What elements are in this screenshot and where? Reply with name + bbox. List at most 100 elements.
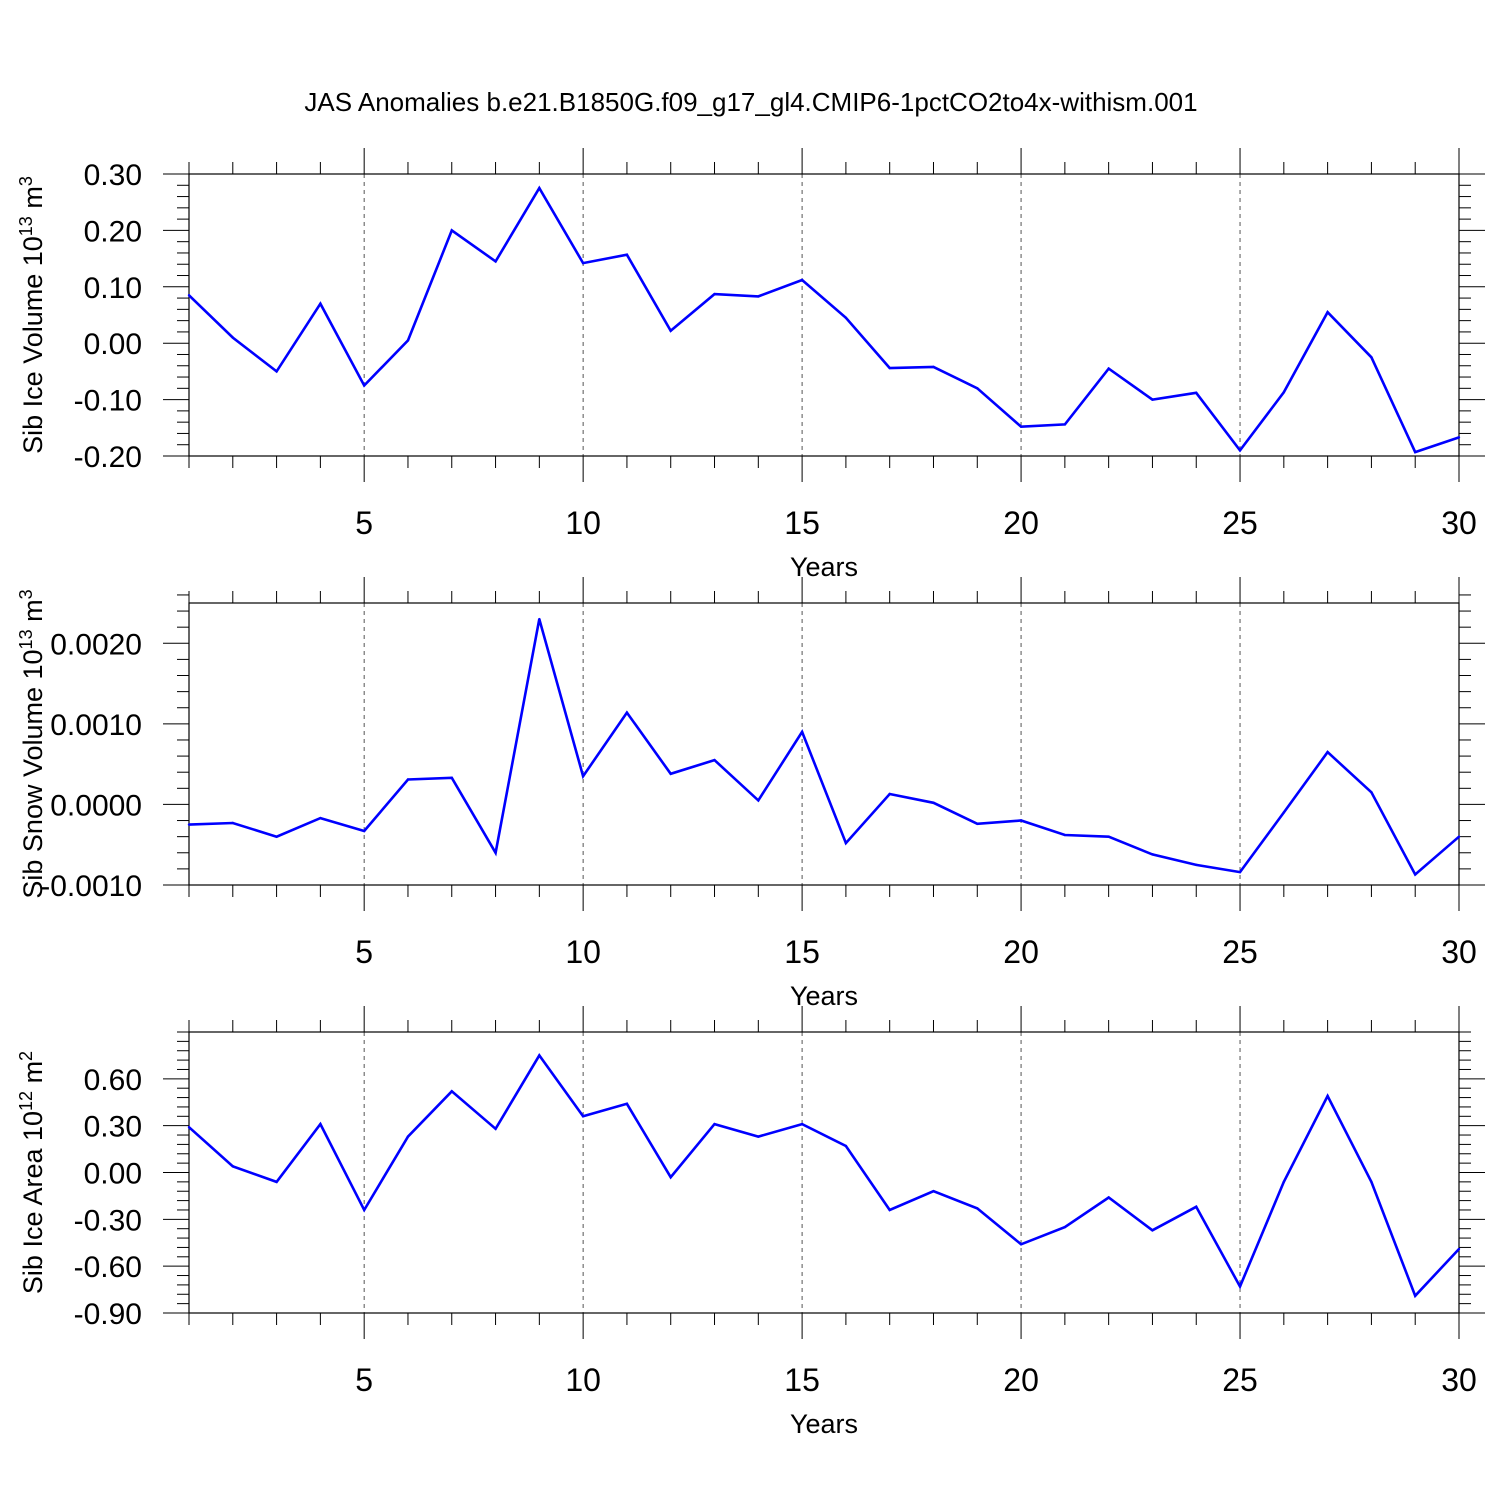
data-point [713,1122,716,1126]
data-point [1107,835,1110,838]
data-point [888,1208,891,1212]
data-point [713,758,716,762]
data-point [976,822,979,825]
data-point [1457,835,1461,838]
data-point [275,835,278,838]
y-tick-label: -0.0010 [40,870,142,903]
data-point [581,1115,585,1118]
data-point [450,776,453,780]
y-tick-label: 0.60 [84,1064,142,1097]
x-tick-label: 15 [784,1362,820,1398]
plot-frame [188,602,1460,886]
data-point [275,1180,278,1184]
y-tick-label: 0.00 [84,328,142,361]
y-tick-label: -0.10 [74,385,142,418]
data-point [1370,791,1373,794]
y-tick-label: -0.90 [74,1298,142,1331]
plot-frame [188,173,1460,457]
data-point [1370,1180,1373,1184]
data-point [1107,1196,1110,1199]
y-axis-label: Sib Snow Volume 1013 m3 [16,589,48,898]
y-tick-label: 0.20 [84,215,142,248]
data-point [669,772,672,776]
x-tick-label: 25 [1222,505,1258,541]
y-axis-label-exponent: 13 [16,216,36,236]
data-point [932,365,935,369]
data-point [1107,367,1110,370]
data-point [1195,1205,1198,1209]
data-point [625,711,629,714]
panel-3: -0.90 -0.60 -0.30 0.00 0.30 0.60 5 10 15 20 25 30 Ye… [16,1006,1485,1439]
data-point [844,1144,848,1148]
data-point [757,1135,760,1138]
data-point [800,278,804,282]
data-point [1326,1094,1329,1098]
data-point [1151,398,1154,401]
x-tick-label: 5 [355,934,373,970]
data-point [538,1054,541,1057]
data-point [494,260,497,263]
series-line [188,1053,1460,1299]
data-point [362,1208,366,1212]
data-point [625,253,629,256]
plot-frame [188,1031,1460,1314]
data-point [1063,833,1067,837]
data-point [494,851,497,854]
y-tick-label: -0.20 [74,441,142,474]
y-axis-label-exponent: 13 [16,629,36,649]
data-point [800,1122,804,1126]
data-point [450,1090,453,1093]
data-point [1195,391,1198,395]
data-point [538,186,541,190]
x-tick-label: 30 [1441,505,1477,541]
series-line [188,618,1460,877]
data-point [844,841,848,845]
data-point [319,302,322,305]
data-point [1019,819,1023,822]
data-point [406,778,410,781]
data-point [275,370,278,373]
data-point [450,229,453,232]
x-tick-label: 15 [784,505,820,541]
data-point [581,775,585,778]
data-point [1019,1243,1023,1246]
y-tick-label: 0.30 [84,1111,142,1144]
y-tick-label: 0.00 [84,1158,142,1191]
data-point [669,329,672,332]
data-point [1414,450,1417,454]
y-tick-label: -0.30 [74,1204,142,1237]
data-point [1326,750,1329,754]
data-point [1019,425,1023,428]
data-point [669,1175,672,1179]
data-point [844,316,848,320]
x-tick-label: 30 [1441,934,1477,970]
x-axis-label: Years [790,552,858,582]
x-tick-label: 10 [565,934,601,970]
data-point [319,816,322,820]
x-tick-label: 20 [1003,505,1039,541]
data-point [757,799,760,802]
data-point [406,339,410,342]
data-point [1238,870,1242,874]
y-tick-label: 0.0000 [50,789,142,822]
y-axis-label-exponent: 3 [16,589,36,599]
data-point [538,617,541,621]
data-point [1063,1225,1067,1229]
y-axis-label-part: m [18,599,48,629]
chart-title: JAS Anomalies b.e21.B1850G.f09_g17_gl4.C… [304,87,1197,117]
data-point [976,387,979,390]
data-point [1282,1180,1286,1184]
data-point [494,1127,497,1130]
y-axis-label-exponent: 2 [16,1051,36,1061]
x-tick-label: 25 [1222,1362,1258,1398]
y-tick-label: 0.0010 [50,709,142,742]
data-point [1457,436,1461,439]
y-axis-label-part: m [18,1061,48,1091]
data-point [581,261,585,265]
y-axis-label-part: Sib Ice Area 10 [18,1111,48,1294]
data-point [406,1135,410,1138]
data-point [187,1126,191,1129]
x-axis-label: Years [790,1409,858,1439]
data-point [1414,1294,1417,1298]
